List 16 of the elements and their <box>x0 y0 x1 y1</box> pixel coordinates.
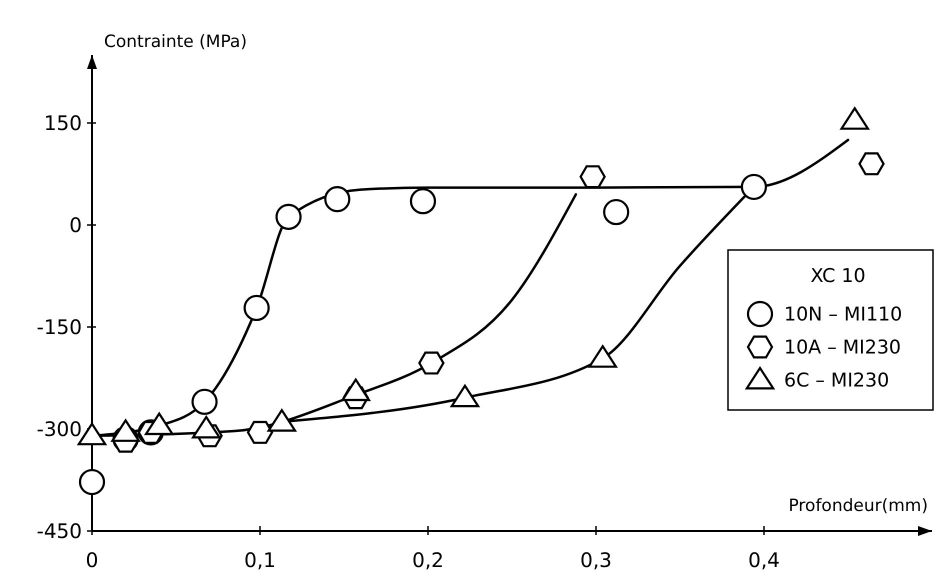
x-tick-label: 0,1 <box>244 548 276 572</box>
x-axis-title: Profondeur(mm) <box>788 496 928 516</box>
y-axis-title: Contrainte (MPa) <box>104 32 247 52</box>
y-tick-label: -150 <box>36 315 82 339</box>
legend-label: 10N – MI110 <box>784 304 902 326</box>
x-tick-label: 0,3 <box>580 548 612 572</box>
legend-label: 6C – MI230 <box>784 370 890 392</box>
y-tick-label: -450 <box>36 519 82 543</box>
legend-label: 10A – MI230 <box>784 336 902 359</box>
y-tick-label: 0 <box>69 213 82 237</box>
x-tick-label: 0 <box>86 548 98 572</box>
y-tick-label: 150 <box>44 111 82 135</box>
x-tick-label: 0,2 <box>412 548 444 572</box>
x-tick-label: 0,4 <box>748 548 780 572</box>
y-tick-label: -300 <box>36 417 82 441</box>
legend-title: XC 10 <box>810 265 866 287</box>
